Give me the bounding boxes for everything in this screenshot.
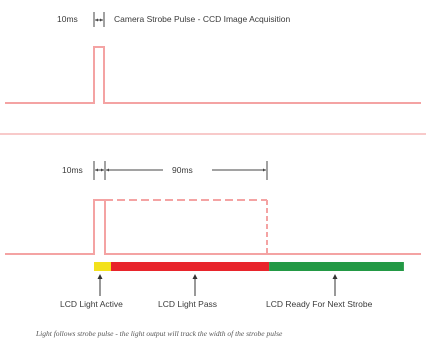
top-dim-arrowhead-left: [95, 18, 98, 22]
bottom-short-arrowhead-left: [95, 168, 98, 172]
label-light-pass: LCD Light Pass: [158, 299, 218, 309]
top-pulse-waveform: [5, 46, 421, 104]
bottom-short-duration-label: 10ms: [62, 165, 83, 175]
label-ready: LCD Ready For Next Strobe: [266, 299, 373, 309]
top-title: Camera Strobe Pulse - CCD Image Acquisit…: [114, 14, 291, 24]
bottom-pulse-waveform: [5, 199, 105, 255]
bottom-long-arrowhead-left: [106, 168, 109, 172]
bottom-pulse-fall: [104, 200, 421, 255]
lcd-status-bar: [94, 262, 404, 271]
label-light-active: LCD Light Active: [60, 299, 123, 309]
status-segment-light-pass: [111, 262, 270, 271]
pointer-light-active-head: [97, 274, 103, 279]
label-pointers: [97, 274, 338, 296]
pointer-ready-head: [332, 274, 338, 279]
top-duration-label: 10ms: [57, 14, 78, 24]
top-dim-arrowhead-right: [100, 18, 103, 22]
bottom-long-duration-label: 90ms: [172, 165, 193, 175]
status-segment-ready: [269, 262, 404, 271]
caption: Light follows strobe pulse - the light o…: [36, 329, 283, 338]
status-segment-light-active: [94, 262, 112, 271]
bottom-long-arrowhead-right: [263, 168, 266, 172]
bottom-short-arrowhead-right: [101, 168, 104, 172]
pointer-light-pass-head: [192, 274, 198, 279]
